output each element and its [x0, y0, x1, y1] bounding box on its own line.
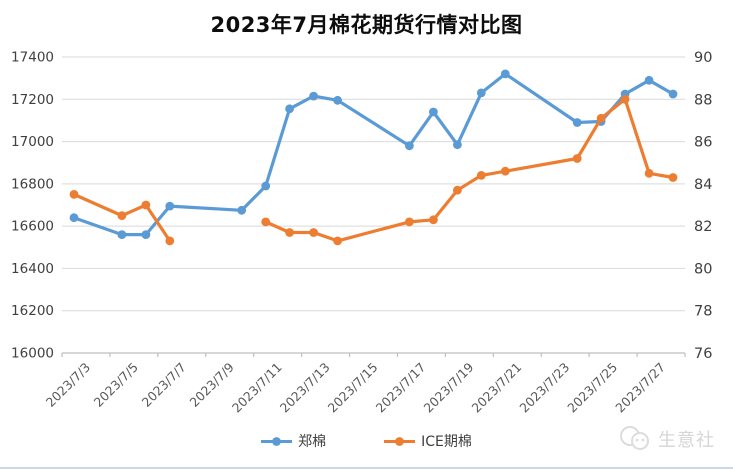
- left-axis-tick-label: 17200: [11, 92, 54, 108]
- series-zheng-cotton-marker: [572, 118, 582, 127]
- series-ice-cotton-marker: [572, 154, 582, 163]
- right-axis-tick-label: 86: [694, 135, 712, 151]
- series-zheng-cotton-marker: [476, 88, 486, 98]
- series-zheng-cotton-marker: [668, 89, 678, 99]
- series-ice-cotton-marker: [668, 173, 678, 182]
- right-axis-tick-label: 90: [694, 50, 712, 66]
- series-ice-cotton-line: [72, 192, 172, 243]
- legend-swatch-line-icon: [384, 436, 416, 446]
- series-zheng-cotton-marker: [237, 205, 247, 215]
- x-axis-tick-label: 2023/7/23: [516, 360, 572, 416]
- series-ice-cotton-marker: [141, 200, 151, 210]
- series-ice-cotton-marker: [285, 228, 294, 237]
- series-zheng-cotton-marker: [309, 91, 318, 101]
- legend-label-zheng-cotton: 郑棉: [298, 434, 327, 450]
- series-ice-cotton-marker: [620, 94, 630, 104]
- series-ice-cotton-marker: [453, 185, 462, 195]
- series-zheng-cotton-marker: [453, 140, 462, 150]
- legend-label-ice-cotton: ICE期棉: [421, 434, 472, 450]
- chart-title: 2023年7月棉花期货行情对比图: [210, 13, 523, 37]
- series-ice-cotton-marker: [69, 190, 79, 199]
- series-zheng-cotton-marker: [429, 107, 438, 117]
- left-axis-tick-label: 16600: [11, 219, 54, 235]
- series-zheng-cotton-marker: [69, 213, 79, 223]
- series-ice-cotton-marker: [309, 228, 318, 237]
- series-ice-cotton-marker: [476, 171, 486, 180]
- legend-swatch-line-icon: [261, 436, 293, 446]
- series-zheng-cotton-marker: [644, 75, 654, 85]
- series-ice-cotton-marker: [429, 215, 438, 225]
- x-axis-tick-label: 2023/7/3: [43, 360, 93, 410]
- series-ice-cotton-marker: [405, 217, 414, 227]
- series-ice-cotton-marker: [117, 211, 127, 221]
- x-axis-tick-label: 2023/7/17: [373, 360, 429, 416]
- left-axis-tick-label: 17400: [11, 50, 54, 66]
- series-ice-cotton-marker: [261, 217, 271, 227]
- x-axis-tick-label: 2023/7/15: [325, 360, 381, 416]
- brand-watermark: 生意社: [618, 424, 715, 454]
- right-axis-tick-label: 76: [694, 346, 712, 362]
- left-axis-tick-label: 17000: [11, 134, 54, 150]
- x-axis-tick-label: 2023/7/9: [187, 359, 237, 409]
- right-axis-tick-label: 78: [694, 304, 712, 320]
- series-zheng-cotton-marker: [405, 141, 414, 151]
- brand-logo-icon: [620, 426, 649, 450]
- bottom-border-line: [0, 467, 733, 469]
- series-zheng-cotton-marker: [165, 201, 175, 211]
- series-zheng-cotton-marker: [333, 95, 342, 105]
- series-ice-cotton-marker: [333, 236, 342, 246]
- x-axis-tick-label: 2023/7/7: [139, 360, 189, 410]
- left-axis-tick-label: 16200: [11, 303, 54, 319]
- series-zheng-cotton-line: [72, 72, 675, 237]
- brand-watermark-text: 生意社: [658, 430, 715, 451]
- series-zheng-cotton-marker: [117, 230, 127, 240]
- x-axis-tick-label: 2023/7/11: [229, 360, 285, 416]
- chart-legend: 郑棉 ICE期棉: [0, 431, 733, 451]
- series-ice-cotton-marker: [500, 166, 510, 176]
- left-axis-tick-label: 16400: [11, 261, 54, 277]
- series-zheng-cotton-marker: [500, 69, 510, 79]
- series-zheng-cotton-marker: [285, 104, 294, 114]
- x-axis-tick-label: 2023/7/27: [612, 360, 668, 416]
- legend-item-ice-cotton: ICE期棉: [384, 431, 472, 451]
- right-axis-tick-label: 84: [694, 177, 712, 193]
- x-axis-tick-label: 2023/7/5: [91, 360, 141, 410]
- series-ice-cotton-marker: [644, 168, 654, 178]
- series-zheng-cotton-marker: [261, 181, 271, 191]
- right-axis-tick-label: 80: [694, 261, 712, 277]
- right-axis-tick-label: 82: [694, 219, 712, 235]
- x-axis-tick-label: 2023/7/13: [277, 360, 333, 416]
- series-zheng-cotton-marker: [141, 230, 151, 240]
- series-ice-cotton-marker: [596, 113, 606, 123]
- x-axis-tick-label: 2023/7/25: [564, 360, 620, 416]
- right-axis-tick-label: 88: [694, 92, 712, 108]
- x-axis-tick-label: 2023/7/19: [421, 359, 477, 415]
- left-axis-tick-label: 16800: [11, 176, 54, 192]
- left-axis-tick-label: 16000: [11, 346, 54, 362]
- series-ice-cotton-marker: [165, 236, 175, 246]
- x-axis-tick-label: 2023/7/21: [468, 360, 524, 416]
- legend-item-zheng-cotton: 郑棉: [261, 431, 326, 451]
